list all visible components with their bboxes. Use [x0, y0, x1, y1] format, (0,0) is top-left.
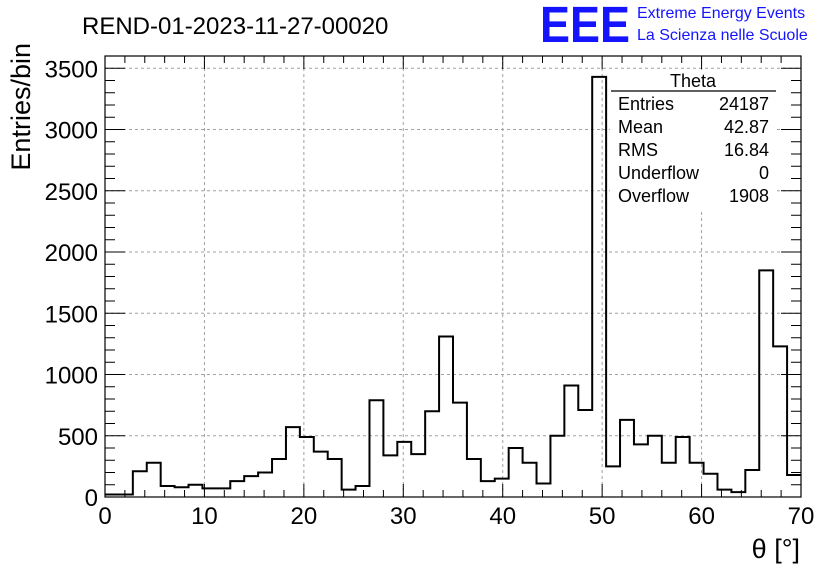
banner-line-2: La Scienza nelle Scuole [637, 27, 808, 44]
histogram-bin [453, 403, 467, 497]
x-tick-label: 20 [291, 503, 318, 530]
x-tick-label: 10 [191, 503, 218, 530]
histogram-bin [328, 459, 342, 497]
stats-box-title: Theta [670, 71, 717, 91]
x-tick-label: 50 [589, 503, 616, 530]
histogram-bin [676, 437, 690, 497]
histogram-bin [773, 346, 787, 497]
histogram-bin [759, 270, 773, 497]
histogram-bin [537, 484, 551, 497]
stats-row-value: 16.84 [724, 140, 769, 160]
chart-title: REND-01-2023-11-27-00020 [82, 13, 388, 40]
histogram-bin [564, 386, 578, 497]
eee-logo: EEE [540, 0, 630, 53]
histogram-bin [509, 448, 523, 497]
y-tick-label: 1000 [45, 363, 98, 390]
banner-line-1: Extreme Energy Events [637, 5, 805, 22]
histogram-bin [606, 466, 620, 497]
y-tick-label: 0 [85, 485, 98, 512]
stats-row-label: RMS [618, 140, 658, 160]
stats-row-label: Entries [618, 94, 674, 114]
histogram-bin [230, 481, 244, 497]
histogram-bin [397, 442, 411, 497]
histogram-bin [648, 436, 662, 497]
histogram-bin [314, 452, 328, 497]
histogram-bars [105, 75, 801, 498]
histogram-bin [523, 463, 537, 497]
histogram-bin [662, 463, 676, 497]
y-tick-label: 2500 [45, 179, 98, 206]
stats-row-label: Overflow [618, 186, 690, 206]
stats-box-background [610, 70, 776, 212]
x-tick-label: 30 [390, 503, 417, 530]
histogram-bin [704, 474, 718, 497]
histogram-bin [620, 420, 634, 497]
stats-row-value: 24187 [719, 94, 769, 114]
stats-row-label: Underflow [618, 163, 700, 183]
stats-box: Theta Entries 24187 Mean 42.87 RMS 16.84 Under… [610, 70, 776, 212]
histogram-bin [578, 410, 592, 497]
histogram-bin [745, 470, 759, 497]
x-axis-label: θ [°] [752, 534, 800, 564]
x-tick-label: 0 [98, 503, 111, 530]
histogram-bin [161, 486, 175, 497]
stats-row-value: 42.87 [724, 117, 769, 137]
histogram-bin [244, 476, 258, 497]
x-tick-label: 40 [489, 503, 516, 530]
histogram-bin [467, 459, 481, 497]
y-tick-labels: 0 500 1000 1500 2000 2500 3000 3500 [45, 56, 98, 512]
histogram-bin [425, 411, 439, 497]
x-tick-labels: 0 10 20 30 40 50 60 70 [98, 503, 814, 530]
histogram-bin [286, 427, 300, 497]
y-tick-label: 500 [58, 424, 98, 451]
histogram-bin [383, 455, 397, 497]
x-tick-label: 70 [788, 503, 815, 530]
histogram-bin [258, 473, 272, 498]
histogram-bin [634, 444, 648, 497]
stats-rows: Entries 24187 Mean 42.87 RMS 16.84 Underflow 0 O… [618, 94, 769, 206]
histogram-bin [495, 479, 509, 497]
axis-ticks [104, 55, 802, 498]
histogram-bin [147, 463, 161, 497]
histogram-bin [550, 436, 564, 497]
y-tick-label: 3500 [45, 56, 98, 83]
histogram-outline [105, 75, 801, 496]
stats-row-value: 0 [759, 163, 769, 183]
histogram-bin [717, 490, 731, 497]
y-tick-label: 3000 [45, 118, 98, 145]
stats-row-value: 1908 [729, 186, 769, 206]
histogram-bin [216, 488, 230, 497]
histogram-bin [787, 475, 801, 497]
histogram-bin [300, 437, 314, 497]
x-tick-label: 60 [688, 503, 715, 530]
y-axis-label: Entries/bin [6, 43, 36, 171]
stats-row-label: Mean [618, 117, 663, 137]
histogram-bin [439, 337, 453, 497]
histogram-bin [592, 77, 606, 497]
y-tick-label: 1500 [45, 301, 98, 328]
histogram-bin [189, 485, 203, 497]
histogram-bin [356, 486, 370, 497]
histogram-bin [175, 487, 189, 497]
histogram-bin [369, 400, 383, 497]
y-tick-label: 2000 [45, 240, 98, 267]
